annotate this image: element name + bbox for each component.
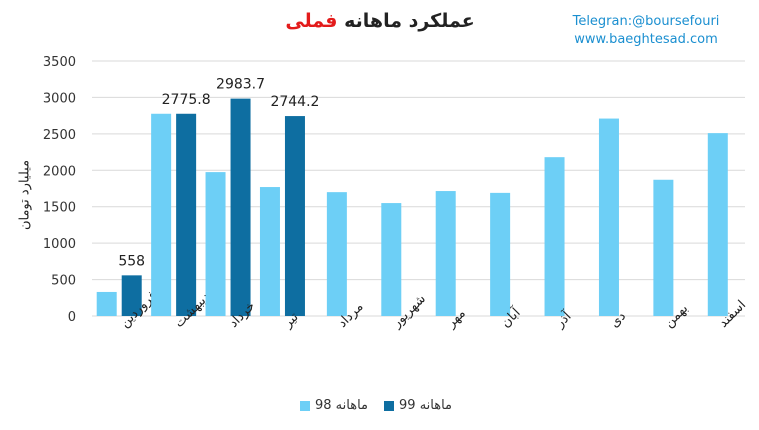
bar-99: [230, 98, 251, 316]
data-label-99: 2775.8: [162, 92, 211, 108]
y-tick-label: 500: [51, 274, 76, 289]
legend-label-99: ماهانه 99: [399, 398, 453, 413]
data-label-99: 2983.7: [216, 77, 265, 93]
legend-item-98: ماهانه 98: [300, 398, 368, 413]
telegram-handle: Telegran:@boursefouri: [572, 14, 720, 29]
y-tick-label: 2500: [43, 128, 76, 143]
chart-title-prefix: عملکرد ماهانه: [344, 10, 475, 32]
legend-label-98: ماهانه 98: [315, 398, 369, 413]
legend-swatch-98: [300, 400, 310, 411]
bar-98: [707, 133, 728, 316]
bar-98: [205, 172, 226, 316]
chart-title-symbol: فملی: [285, 10, 338, 32]
website-url: www.baeghtesad.com: [574, 32, 718, 47]
bar-98: [598, 118, 619, 316]
bar-98: [326, 192, 347, 316]
bar-98: [381, 203, 402, 316]
bar-99: [121, 275, 142, 316]
y-tick-label: 3500: [43, 55, 76, 70]
y-tick-label: 1500: [43, 201, 76, 216]
y-tick-label: 2000: [43, 164, 76, 179]
data-label-99: 2744.2: [270, 94, 319, 110]
bar-98: [96, 291, 117, 316]
bar-99: [284, 116, 305, 316]
bar-98: [544, 157, 565, 316]
y-tick-label: 3000: [43, 91, 76, 106]
bar-98: [151, 113, 172, 316]
bar-98: [435, 191, 456, 316]
y-tick-label: 1000: [43, 237, 76, 252]
bar-98: [653, 179, 674, 316]
legend-swatch-99: [384, 400, 395, 411]
bar-98: [490, 192, 511, 316]
y-tick-label: 0: [68, 310, 76, 325]
bar-98: [259, 187, 280, 316]
legend: ماهانه 98 ماهانه 99: [300, 398, 470, 413]
bar-99: [176, 113, 197, 316]
data-label-99: 558: [118, 253, 145, 269]
legend-item-99: ماهانه 99: [384, 398, 452, 413]
chart-title: عملکرد ماهانه فملی: [250, 10, 510, 32]
watermark: Telegran:@boursefouri www.baeghtesad.com: [566, 13, 726, 49]
